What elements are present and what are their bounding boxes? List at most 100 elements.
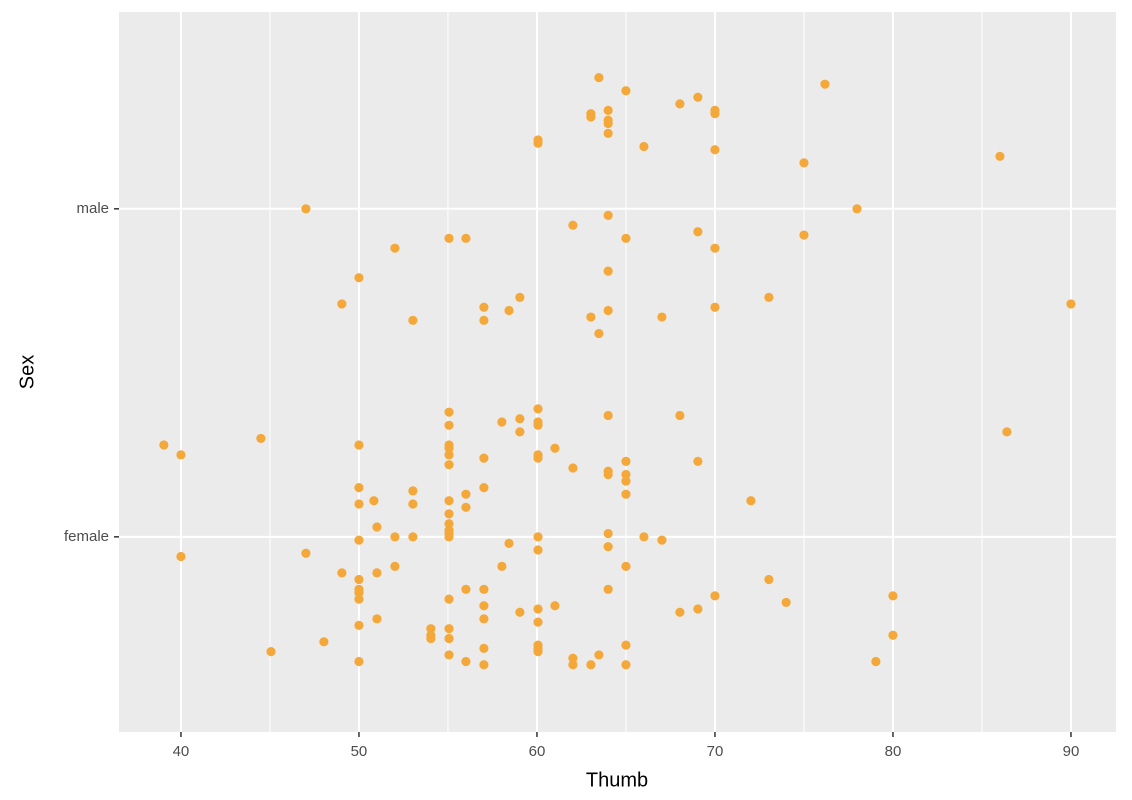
- point: [444, 532, 454, 542]
- point: [444, 496, 454, 506]
- point: [621, 640, 631, 650]
- point: [176, 450, 186, 460]
- x-tick-label: 90: [1063, 743, 1080, 760]
- point: [444, 650, 454, 660]
- point: [710, 243, 720, 253]
- point: [710, 302, 720, 312]
- point: [426, 633, 436, 644]
- point: [515, 427, 525, 437]
- point: [533, 453, 543, 463]
- point: [461, 502, 471, 512]
- point: [354, 499, 364, 509]
- point: [568, 653, 578, 663]
- point: [444, 407, 454, 417]
- point: [603, 305, 613, 316]
- point: [444, 443, 454, 453]
- point: [479, 483, 489, 493]
- y-axis-title: Sex: [16, 355, 38, 389]
- point: [372, 568, 382, 578]
- point: [444, 519, 454, 529]
- point: [550, 601, 560, 611]
- point: [710, 591, 720, 601]
- y-tick-label: male: [76, 200, 109, 217]
- point: [533, 420, 543, 430]
- point: [444, 450, 454, 460]
- point: [461, 656, 471, 667]
- point: [586, 112, 596, 122]
- x-tick-label: 60: [529, 743, 546, 760]
- point: [586, 660, 596, 670]
- plot-panel: [119, 12, 1116, 732]
- point: [693, 604, 703, 614]
- point: [372, 522, 382, 532]
- point: [657, 312, 667, 322]
- point: [594, 73, 604, 83]
- point: [603, 410, 613, 421]
- point: [479, 453, 489, 463]
- point: [354, 483, 364, 493]
- point: [603, 266, 613, 276]
- point: [426, 624, 436, 634]
- point: [515, 292, 525, 302]
- point: [354, 273, 364, 283]
- point: [594, 328, 604, 339]
- point: [301, 204, 311, 214]
- point: [354, 620, 364, 630]
- point: [693, 456, 703, 466]
- point: [693, 227, 703, 237]
- point: [594, 650, 604, 660]
- point: [479, 302, 489, 312]
- point: [390, 243, 400, 253]
- point: [390, 532, 400, 542]
- point: [461, 489, 471, 499]
- point: [479, 660, 489, 670]
- point: [621, 476, 631, 486]
- point: [461, 584, 471, 594]
- point: [479, 614, 489, 624]
- point: [354, 440, 364, 450]
- point: [256, 433, 266, 444]
- point: [639, 532, 649, 542]
- point: [550, 443, 560, 453]
- point: [159, 440, 169, 450]
- point: [799, 230, 809, 240]
- point: [621, 233, 631, 243]
- point: [888, 591, 898, 601]
- point: [603, 105, 613, 116]
- point: [504, 538, 514, 548]
- point: [533, 545, 543, 555]
- point: [319, 637, 329, 647]
- x-axis-title: Thumb: [586, 769, 648, 791]
- point: [568, 220, 578, 230]
- point: [710, 145, 720, 155]
- point: [337, 299, 347, 309]
- point: [390, 561, 400, 571]
- point: [533, 647, 543, 657]
- point: [408, 499, 418, 509]
- point: [710, 109, 720, 119]
- x-tick-label: 50: [351, 743, 368, 760]
- point: [354, 535, 364, 545]
- point: [675, 99, 685, 109]
- point: [603, 210, 613, 220]
- point: [354, 574, 364, 585]
- point: [497, 561, 507, 571]
- point: [746, 496, 756, 506]
- point: [621, 489, 631, 499]
- point: [176, 551, 186, 562]
- point: [479, 584, 489, 594]
- point: [603, 118, 613, 129]
- point: [1002, 427, 1012, 437]
- point: [533, 404, 543, 414]
- point: [621, 561, 631, 571]
- point: [693, 92, 703, 102]
- point: [995, 151, 1005, 161]
- x-tick-label: 80: [885, 743, 902, 760]
- point: [781, 597, 791, 608]
- point: [515, 414, 525, 424]
- point: [603, 584, 613, 594]
- point: [497, 417, 507, 427]
- point: [764, 292, 774, 302]
- point: [479, 643, 489, 653]
